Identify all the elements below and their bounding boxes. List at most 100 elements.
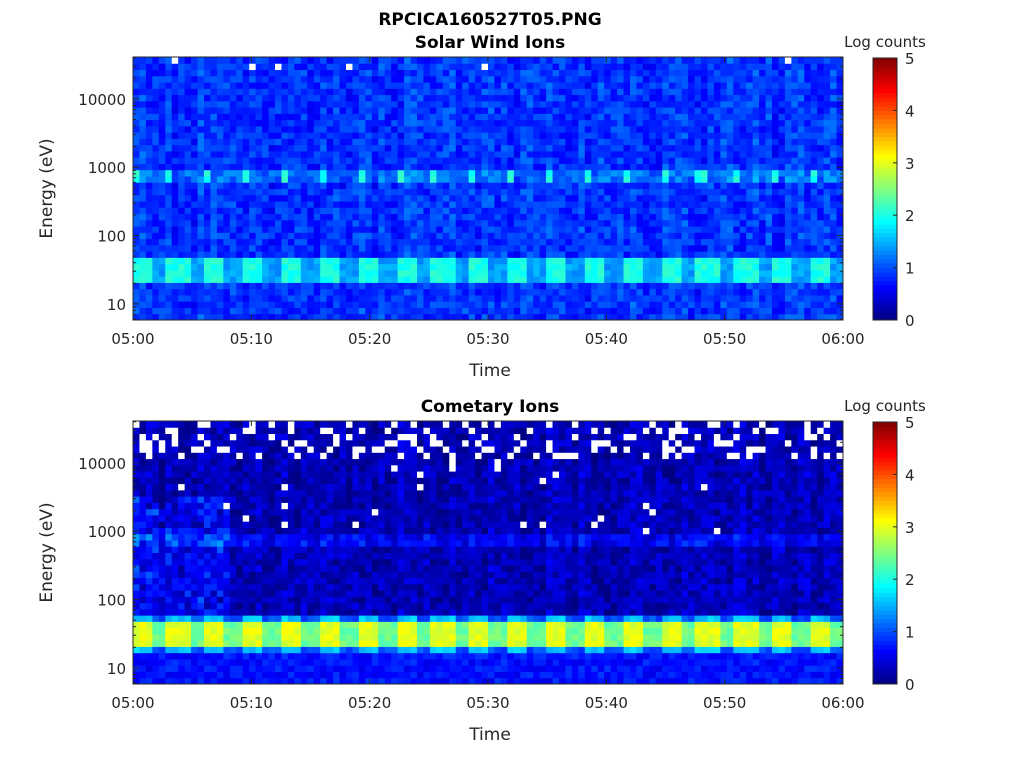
heatmap-cell bbox=[837, 195, 844, 202]
heatmap-cell bbox=[327, 170, 334, 177]
heatmap-cell bbox=[139, 251, 146, 258]
heatmap-cell bbox=[720, 107, 727, 114]
heatmap-cell bbox=[559, 163, 566, 170]
heatmap-cell bbox=[565, 214, 572, 221]
heatmap-cell bbox=[669, 289, 676, 296]
heatmap-cell bbox=[417, 176, 424, 183]
heatmap-cell bbox=[146, 484, 153, 491]
heatmap-cell bbox=[527, 282, 534, 289]
heatmap-cell bbox=[256, 257, 263, 264]
heatmap-cell bbox=[830, 151, 837, 158]
heatmap-cell bbox=[714, 276, 721, 283]
heatmap-cell bbox=[139, 245, 146, 252]
heatmap-cell bbox=[482, 132, 489, 139]
heatmap-cell bbox=[269, 214, 276, 221]
heatmap-cell bbox=[146, 88, 153, 95]
heatmap-cell bbox=[165, 76, 172, 83]
heatmap-cell bbox=[701, 251, 708, 258]
heatmap-cell bbox=[656, 251, 663, 258]
heatmap-cell bbox=[759, 76, 766, 83]
heatmap-cell bbox=[281, 220, 288, 227]
heatmap-cell bbox=[540, 307, 547, 314]
heatmap-cell bbox=[798, 207, 805, 214]
heatmap-cell bbox=[159, 553, 166, 560]
heatmap-cell bbox=[327, 151, 334, 158]
heatmap-cell bbox=[740, 270, 747, 277]
heatmap-cell bbox=[662, 226, 669, 233]
heatmap-cell bbox=[340, 232, 347, 239]
heatmap-cell bbox=[578, 163, 585, 170]
heatmap-cell bbox=[540, 207, 547, 214]
heatmap-cell bbox=[540, 195, 547, 202]
heatmap-cell bbox=[223, 176, 230, 183]
heatmap-cell bbox=[811, 307, 818, 314]
heatmap-cell bbox=[636, 251, 643, 258]
heatmap-cell bbox=[824, 76, 831, 83]
heatmap-cell bbox=[578, 301, 585, 308]
heatmap-cell bbox=[830, 120, 837, 127]
heatmap-cell bbox=[733, 195, 740, 202]
heatmap-cell bbox=[288, 88, 295, 95]
heatmap-cell bbox=[643, 182, 650, 189]
heatmap-cell bbox=[507, 195, 514, 202]
heatmap-cell bbox=[307, 176, 314, 183]
heatmap-cell bbox=[707, 138, 714, 145]
heatmap-cell bbox=[643, 195, 650, 202]
heatmap-cell bbox=[565, 257, 572, 264]
heatmap-cell bbox=[327, 189, 334, 196]
heatmap-cell bbox=[456, 82, 463, 89]
heatmap-cell bbox=[210, 189, 217, 196]
heatmap-cell bbox=[514, 257, 521, 264]
heatmap-cell bbox=[501, 107, 508, 114]
heatmap-cell bbox=[701, 314, 708, 321]
heatmap-cell bbox=[624, 138, 631, 145]
heatmap-cell bbox=[837, 107, 844, 114]
heatmap-cell bbox=[385, 63, 392, 70]
heatmap-cell bbox=[288, 257, 295, 264]
heatmap-cell bbox=[624, 295, 631, 302]
heatmap-cell bbox=[707, 182, 714, 189]
heatmap-cell bbox=[649, 170, 656, 177]
heatmap-cell bbox=[198, 107, 205, 114]
heatmap-cell bbox=[146, 63, 153, 70]
heatmap-cell bbox=[624, 201, 631, 208]
heatmap-cell bbox=[791, 157, 798, 164]
heatmap-cell bbox=[191, 251, 198, 258]
heatmap-cell bbox=[320, 195, 327, 202]
heatmap-cell bbox=[604, 170, 611, 177]
heatmap-cell bbox=[372, 251, 379, 258]
heatmap-cell bbox=[649, 245, 656, 252]
heatmap-cell bbox=[772, 151, 779, 158]
heatmap-cell bbox=[165, 151, 172, 158]
heatmap-cell bbox=[391, 82, 398, 89]
heatmap-cell bbox=[740, 226, 747, 233]
heatmap-cell bbox=[772, 220, 779, 227]
heatmap-cell bbox=[695, 257, 702, 264]
heatmap-cell bbox=[662, 220, 669, 227]
heatmap-cell bbox=[778, 132, 785, 139]
heatmap-cell bbox=[249, 226, 256, 233]
heatmap-cell bbox=[443, 151, 450, 158]
heatmap-cell bbox=[152, 509, 159, 516]
heatmap-cell bbox=[494, 314, 501, 321]
heatmap-cell bbox=[546, 132, 553, 139]
heatmap-cell bbox=[785, 120, 792, 127]
heatmap-cell bbox=[333, 126, 340, 133]
heatmap-cell bbox=[578, 201, 585, 208]
heatmap-cell bbox=[817, 282, 824, 289]
heatmap-cell bbox=[572, 301, 579, 308]
heatmap-cell bbox=[746, 264, 753, 271]
heatmap-cell bbox=[204, 182, 211, 189]
heatmap-cell bbox=[262, 201, 269, 208]
heatmap-cell bbox=[488, 295, 495, 302]
heatmap-cell bbox=[462, 120, 469, 127]
heatmap-cell bbox=[778, 257, 785, 264]
heatmap-cell bbox=[243, 264, 250, 271]
heatmap-cell bbox=[210, 132, 217, 139]
heatmap-cell bbox=[230, 307, 237, 314]
heatmap-cell bbox=[333, 245, 340, 252]
heatmap-cell bbox=[378, 270, 385, 277]
heatmap-cell bbox=[398, 63, 405, 70]
heatmap-cell bbox=[707, 226, 714, 233]
colorbar-swatch bbox=[873, 289, 897, 294]
